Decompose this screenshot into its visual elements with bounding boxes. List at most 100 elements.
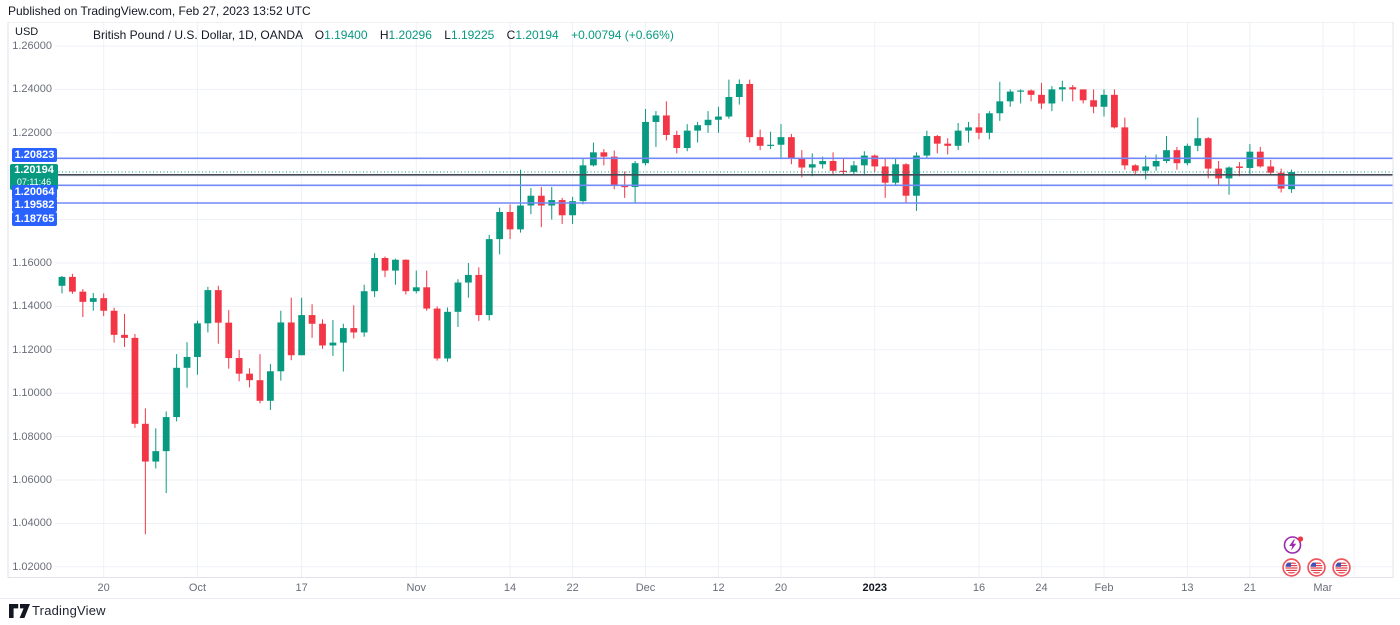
candle-body (246, 373, 253, 381)
candle-body (485, 239, 493, 316)
price-axis-label: 1.26000 (12, 40, 52, 52)
candle-body (1163, 150, 1170, 162)
candle-body (965, 127, 972, 131)
candle-body (537, 195, 545, 206)
time-axis-label: 2023 (862, 582, 887, 594)
price-alert-badge[interactable]: 1.20823 (12, 148, 57, 162)
lightning-icon[interactable] (1283, 535, 1305, 555)
ohlc-open: O1.19400 (314, 28, 368, 42)
candle-body (1142, 166, 1150, 171)
candle-body (819, 161, 827, 165)
time-axis-label: 21 (1243, 582, 1256, 594)
time-axis-label: Mar (1313, 582, 1333, 594)
candle-body (496, 212, 504, 240)
candle-body (1027, 90, 1035, 95)
candle-body (308, 315, 316, 324)
candle-body (162, 417, 170, 452)
candle-body (1173, 150, 1181, 164)
time-axis-label: 20 (97, 582, 110, 594)
candle-body (58, 276, 66, 286)
candlestick-chart[interactable] (0, 22, 1400, 578)
candle-body (287, 322, 295, 356)
candle-body (694, 125, 702, 131)
candle-body (1048, 89, 1056, 104)
time-axis-label: 24 (1035, 582, 1048, 594)
candle-body (683, 130, 691, 148)
badge-price-value: 1.20064 (14, 186, 55, 198)
badge-price-value: 1.18765 (14, 213, 55, 225)
price-axis-currency-label: USD (15, 26, 39, 38)
candle-body (475, 274, 483, 316)
price-axis-label: 1.06000 (12, 474, 52, 486)
candle-body (527, 195, 535, 206)
candle-body (392, 259, 399, 271)
candle-body (662, 115, 670, 135)
chart-legend: British Pound / U.S. Dollar, 1D, OANDA O… (93, 28, 674, 42)
candle-body (558, 200, 566, 216)
candle-body (1204, 138, 1212, 169)
candle-body (131, 337, 139, 424)
candle-body (1100, 94, 1108, 107)
time-axis-label: Dec (635, 582, 656, 594)
price-alert-badge[interactable]: 1.19582 (12, 198, 57, 212)
badge-price-value: 1.19582 (14, 199, 55, 211)
price-axis-label: 1.22000 (12, 126, 52, 139)
candle-body (79, 291, 87, 302)
tradingview-logo-icon[interactable] (9, 604, 30, 619)
candle-body (402, 259, 410, 292)
candle-body (569, 201, 576, 216)
candle-body (194, 323, 201, 357)
time-axis[interactable]: 20 Oct 17 Nov 14 22 Dec 12 20 2023 16 24 Feb 13 21 Mar (0, 580, 1400, 598)
candle-body (871, 155, 879, 167)
price-axis[interactable]: 1.26000 1.24000 1.22000 1.16000 1.14000 1.120… (0, 22, 55, 578)
candle-body (652, 115, 660, 122)
candle-body (892, 164, 899, 183)
candle-body (621, 185, 629, 188)
us-flag-icon[interactable] (1307, 558, 1326, 577)
candle-body (923, 136, 931, 156)
candle-body (777, 137, 785, 145)
candle-body (808, 164, 816, 168)
price-axis-label: 1.24000 (12, 83, 52, 96)
us-flag-icon[interactable] (1282, 558, 1301, 577)
candle-body (725, 96, 733, 117)
candle-body (110, 310, 118, 335)
candle-body (277, 322, 285, 372)
price-alert-badge[interactable]: 1.20064 (12, 185, 57, 199)
candle-body (1215, 168, 1223, 179)
ohlc-close: C1.20194 (506, 28, 559, 42)
candle-body (913, 155, 920, 196)
candle-body (1246, 151, 1254, 168)
us-flag-icon[interactable] (1332, 558, 1351, 577)
bar-countdown-timer: 07:11:46 (16, 177, 52, 187)
time-axis-label: 17 (295, 582, 308, 594)
candle-body (1090, 100, 1097, 107)
candle-body (371, 258, 378, 292)
footer-bar: TradingView (0, 598, 1400, 625)
time-axis-label: Feb (1094, 582, 1114, 594)
tradingview-brand-text[interactable]: TradingView (32, 603, 106, 618)
candle-body (1236, 166, 1243, 168)
candle-body (704, 119, 712, 126)
symbol-title: British Pound / U.S. Dollar, 1D, OANDA (93, 28, 303, 42)
time-axis-label: 13 (1181, 582, 1194, 594)
price-axis-label: 1.14000 (12, 300, 52, 313)
candle-body (69, 276, 76, 292)
candle-body (267, 371, 274, 401)
price-axis-label: 1.02000 (12, 560, 52, 573)
badge-price-value: 1.20823 (14, 149, 55, 161)
candle-body (1183, 145, 1191, 164)
candle-body (1194, 138, 1202, 146)
price-axis-label: 1.16000 (12, 257, 52, 269)
candle-body (1288, 172, 1295, 190)
candle-body (381, 258, 389, 271)
candle-body (1131, 165, 1139, 171)
candle-body (183, 356, 191, 368)
candle-body (1267, 166, 1275, 173)
candle-body (141, 423, 149, 462)
candle-body (975, 127, 983, 133)
price-alert-badge[interactable]: 1.18765 (12, 212, 57, 226)
time-axis-label: Oct (188, 582, 207, 594)
candle-body (756, 137, 764, 146)
